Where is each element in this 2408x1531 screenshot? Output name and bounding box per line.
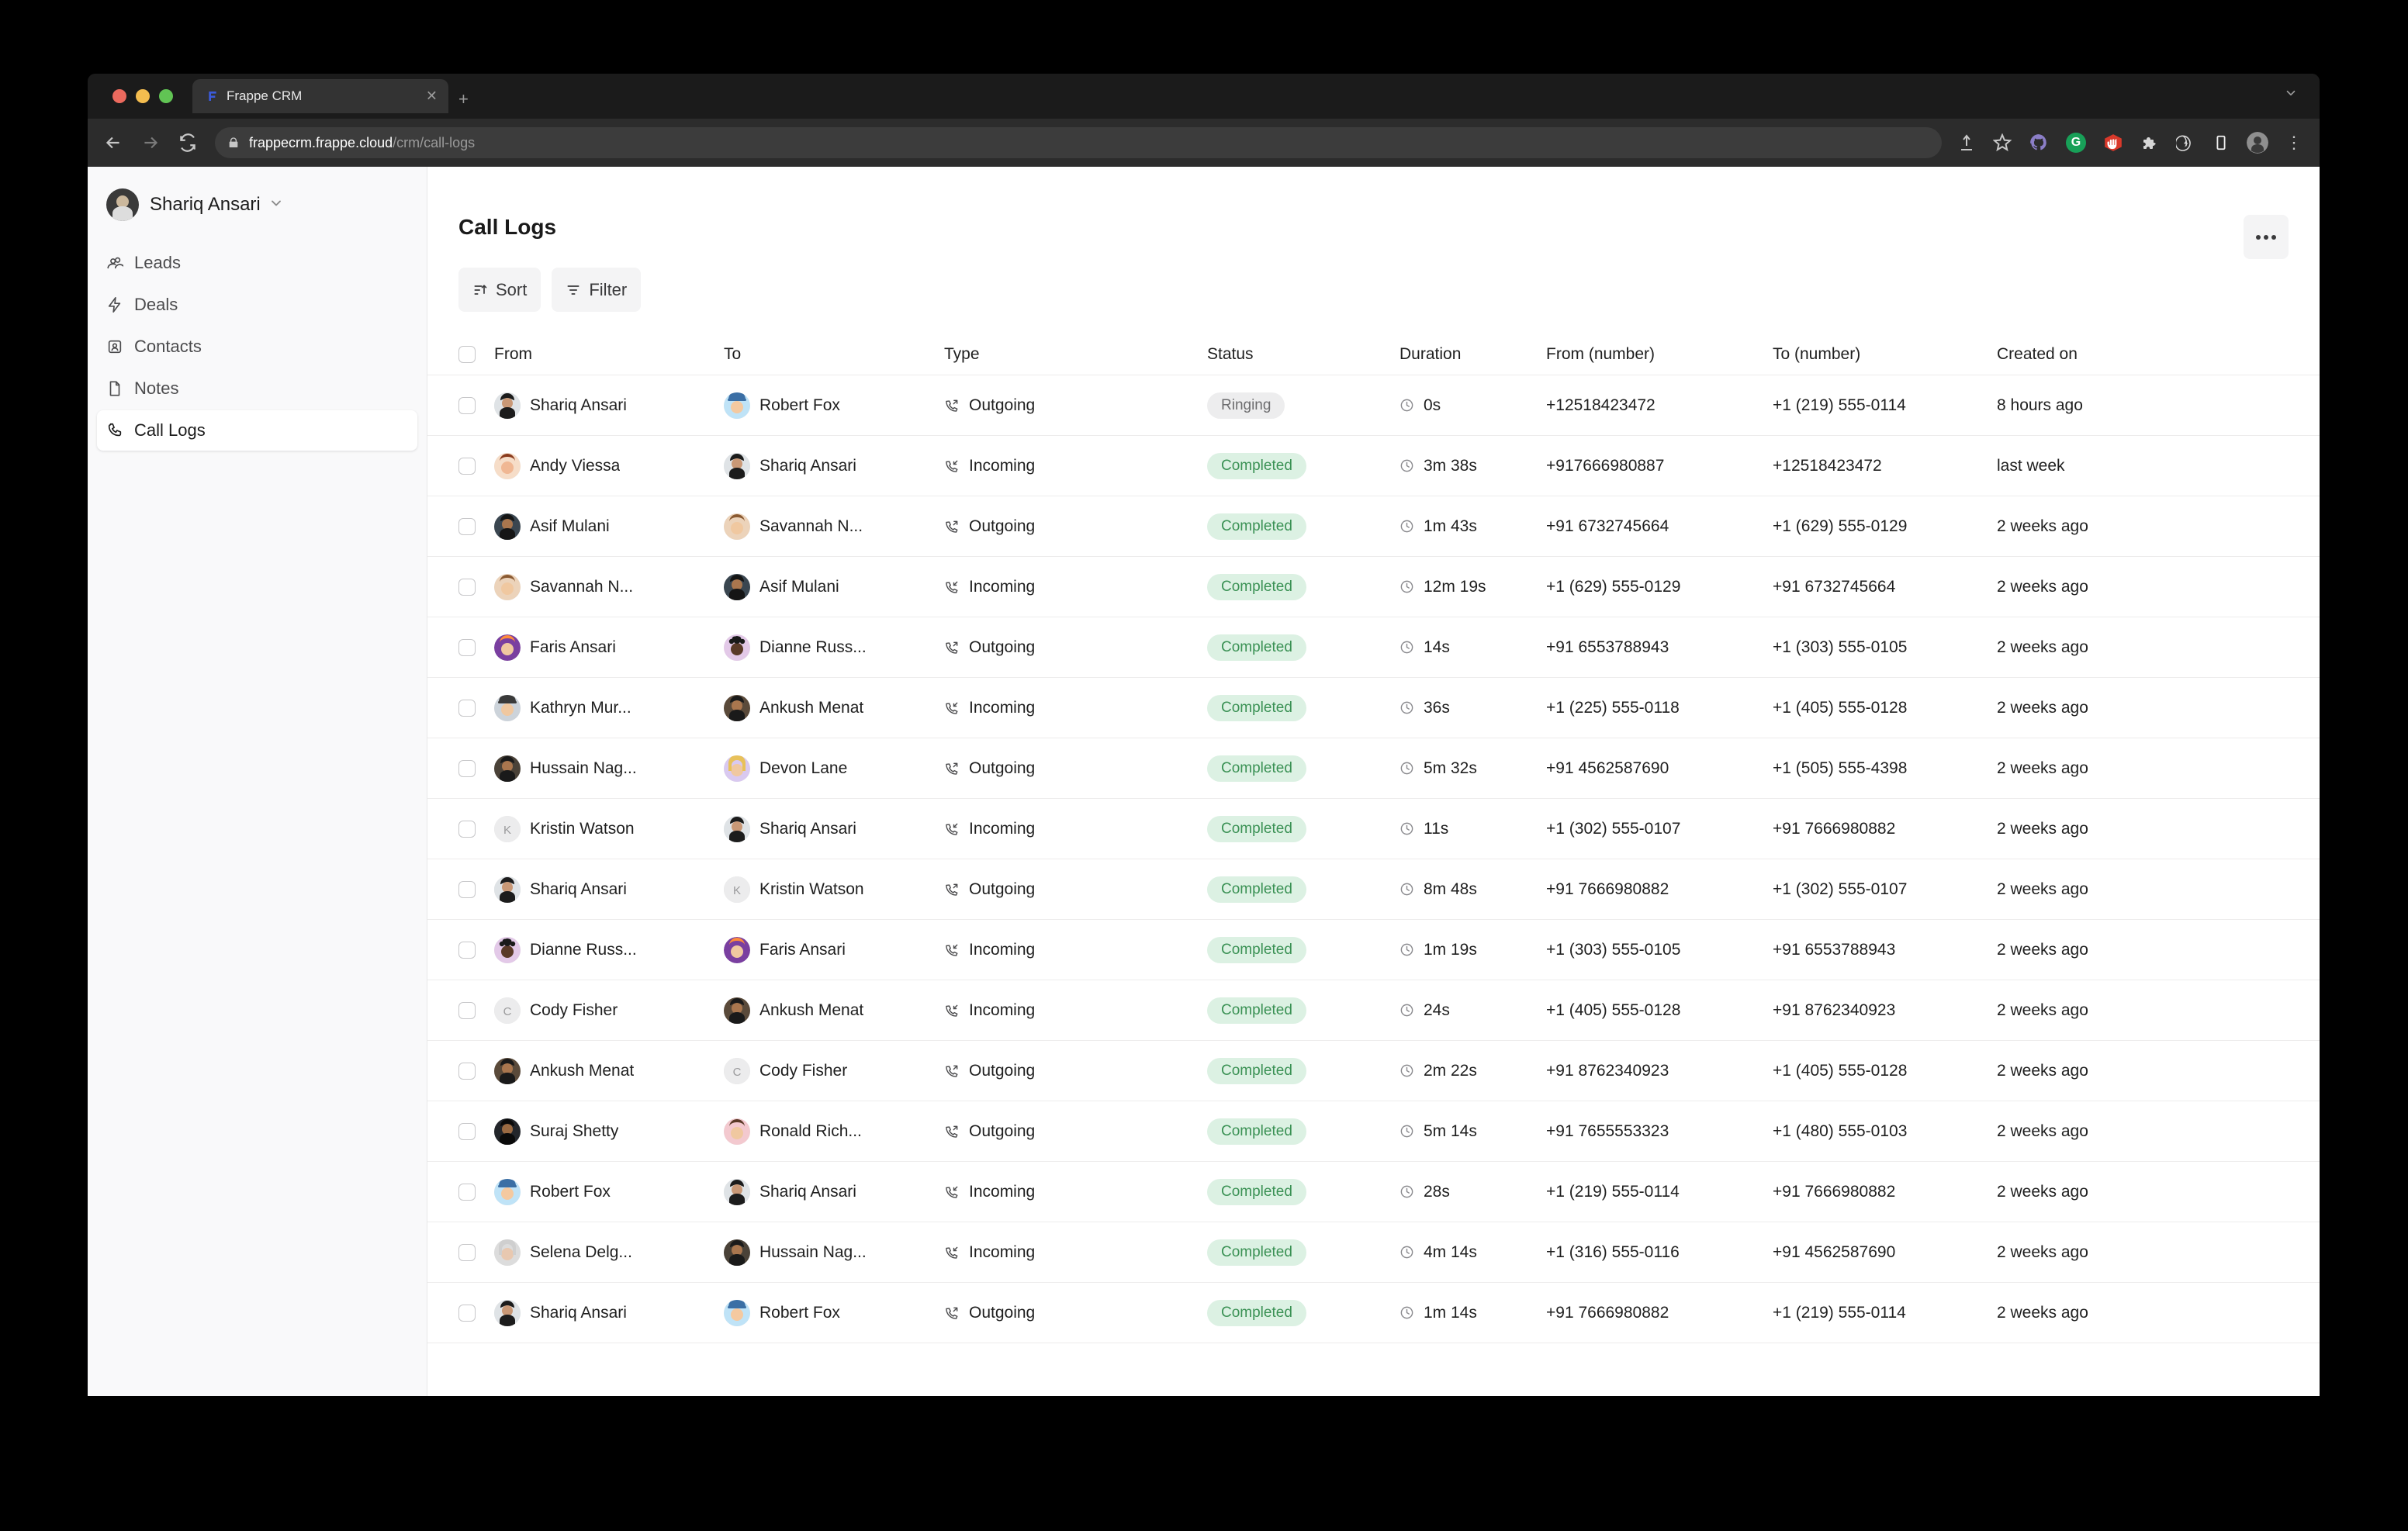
svg-text:C: C	[503, 1005, 512, 1018]
svg-text:K: K	[733, 884, 741, 897]
svg-text:C: C	[733, 1066, 742, 1079]
svg-text:K: K	[503, 824, 511, 837]
